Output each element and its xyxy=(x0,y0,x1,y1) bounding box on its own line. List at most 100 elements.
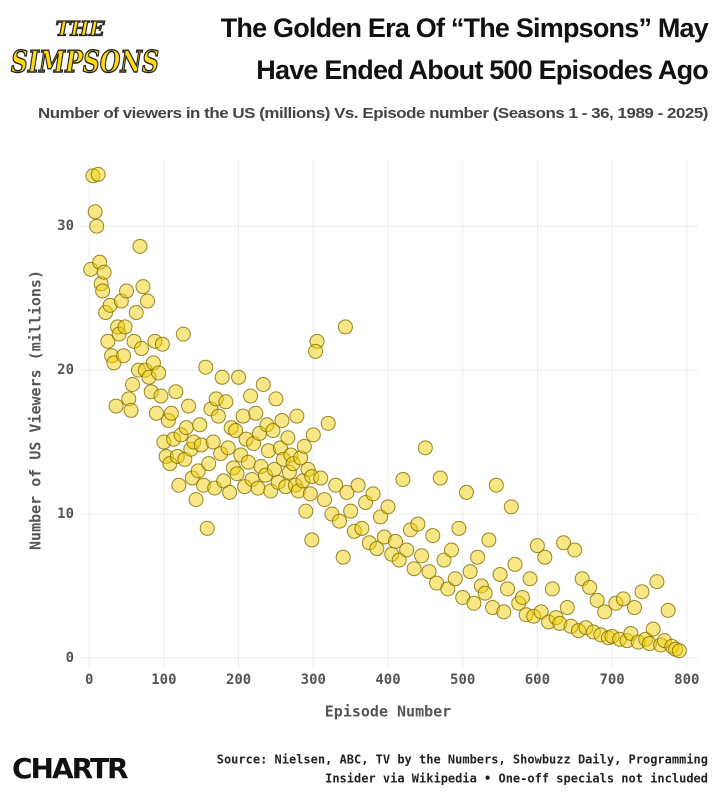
point xyxy=(228,423,244,439)
point xyxy=(168,384,184,400)
point xyxy=(178,420,194,436)
point xyxy=(240,454,256,470)
point xyxy=(139,293,155,309)
point xyxy=(447,571,463,587)
point xyxy=(436,552,452,568)
point xyxy=(559,600,575,616)
point xyxy=(425,528,441,544)
point xyxy=(151,365,167,381)
point xyxy=(339,484,355,500)
point xyxy=(190,463,206,479)
point xyxy=(280,430,296,446)
x-tick-label: 300 xyxy=(301,672,326,688)
y-tick-label: 30 xyxy=(57,218,74,234)
point xyxy=(231,369,247,385)
point xyxy=(507,556,523,572)
x-axis-label: Episode Number xyxy=(325,703,451,721)
point xyxy=(597,604,613,620)
point xyxy=(414,548,430,564)
point xyxy=(331,513,347,529)
y-tick-label: 0 xyxy=(66,650,74,666)
point xyxy=(125,376,141,392)
point xyxy=(634,584,650,600)
point xyxy=(205,434,221,450)
point xyxy=(119,283,135,299)
point xyxy=(171,477,187,493)
point xyxy=(148,405,164,421)
point xyxy=(335,549,351,565)
point xyxy=(90,166,106,182)
point xyxy=(265,423,281,439)
point xyxy=(649,574,665,590)
point xyxy=(391,552,407,568)
point xyxy=(218,394,234,410)
point xyxy=(645,621,661,637)
point xyxy=(503,499,519,515)
x-tick-label: 400 xyxy=(375,672,400,688)
point xyxy=(229,466,245,482)
point xyxy=(222,484,238,500)
point xyxy=(369,541,385,557)
point xyxy=(529,538,545,554)
point xyxy=(135,279,151,295)
point xyxy=(250,480,266,496)
point xyxy=(477,585,493,601)
point xyxy=(328,477,344,493)
point xyxy=(117,319,133,335)
x-tick-label: 800 xyxy=(674,672,699,688)
point xyxy=(443,542,459,558)
point xyxy=(108,398,124,414)
point xyxy=(296,438,312,454)
chart-title: Have Ended About 500 Episodes Ago xyxy=(256,55,708,85)
logo-simpsons: SIMPSONS xyxy=(11,45,159,80)
point xyxy=(132,238,148,254)
point xyxy=(320,415,336,431)
point xyxy=(181,398,197,414)
point xyxy=(116,348,132,364)
point xyxy=(537,549,553,565)
point xyxy=(627,600,643,616)
point xyxy=(671,643,687,659)
point xyxy=(556,535,572,551)
x-tick-label: 100 xyxy=(151,672,176,688)
point xyxy=(96,264,112,280)
point xyxy=(214,369,230,385)
point xyxy=(462,564,478,580)
point xyxy=(154,336,170,352)
y-tick-label: 20 xyxy=(57,362,74,378)
point xyxy=(302,486,318,502)
brand-logo: CHARTR xyxy=(12,752,128,785)
point xyxy=(317,492,333,508)
points xyxy=(83,166,687,659)
point xyxy=(544,581,560,597)
point xyxy=(87,204,103,220)
point xyxy=(308,343,324,359)
point xyxy=(192,417,208,433)
point xyxy=(199,520,215,536)
point xyxy=(153,388,169,404)
point xyxy=(313,470,329,486)
point xyxy=(380,499,396,515)
point xyxy=(95,283,111,299)
point xyxy=(298,503,314,519)
point xyxy=(582,579,598,595)
point xyxy=(522,571,538,587)
point xyxy=(268,391,284,407)
point xyxy=(492,566,508,582)
point xyxy=(210,408,226,424)
point xyxy=(304,532,320,548)
chart-title: The Golden Era Of “The Simpsons” May xyxy=(221,13,709,43)
point xyxy=(201,456,217,472)
point xyxy=(395,471,411,487)
x-tick-label: 700 xyxy=(599,672,624,688)
source-note: Insider via Wikipedia • One-off specials… xyxy=(325,772,708,786)
point xyxy=(440,581,456,597)
point xyxy=(289,408,305,424)
point xyxy=(399,542,415,558)
point xyxy=(387,533,403,549)
chart-subtitle: Number of viewers in the US (millions) V… xyxy=(38,105,708,122)
point xyxy=(488,477,504,493)
x-tick-label: 600 xyxy=(525,672,550,688)
point xyxy=(163,405,179,421)
